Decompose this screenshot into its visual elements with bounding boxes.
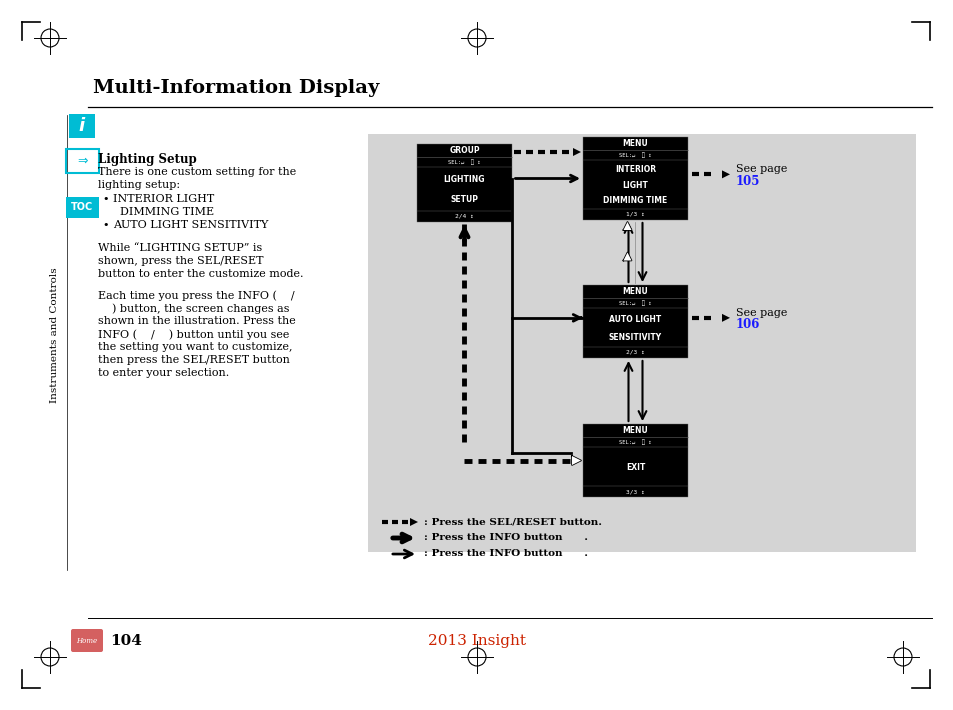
Text: 106: 106 xyxy=(735,318,760,332)
Text: button to enter the customize mode.: button to enter the customize mode. xyxy=(98,269,303,279)
Polygon shape xyxy=(623,222,631,230)
Text: Home: Home xyxy=(76,637,97,645)
Polygon shape xyxy=(721,314,729,322)
Text: i: i xyxy=(79,117,85,135)
Text: 2/3 ↕: 2/3 ↕ xyxy=(625,350,644,355)
Text: shown in the illustration. Press the: shown in the illustration. Press the xyxy=(98,316,295,326)
Text: EXIT: EXIT xyxy=(625,462,644,471)
Text: SEL:↵  ⓘ ↕: SEL:↵ ⓘ ↕ xyxy=(618,439,651,444)
Text: MENU: MENU xyxy=(622,287,648,296)
Text: 2/4 ↕: 2/4 ↕ xyxy=(455,214,474,219)
FancyBboxPatch shape xyxy=(66,197,99,218)
Text: lighting setup:: lighting setup: xyxy=(98,180,180,190)
Text: SENSITIVITY: SENSITIVITY xyxy=(608,332,661,342)
Text: then press the SEL/RESET button: then press the SEL/RESET button xyxy=(98,355,290,365)
Text: AUTO LIGHT SENSITIVITY: AUTO LIGHT SENSITIVITY xyxy=(112,220,268,230)
Text: : Press the SEL/RESET button.: : Press the SEL/RESET button. xyxy=(423,518,601,527)
Text: the setting you want to customize,: the setting you want to customize, xyxy=(98,342,293,352)
Text: •: • xyxy=(102,220,109,230)
Text: Lighting Setup: Lighting Setup xyxy=(98,153,196,166)
Text: GROUP: GROUP xyxy=(449,146,479,155)
Text: INFO (    /    ) button until you see: INFO ( / ) button until you see xyxy=(98,329,289,339)
Polygon shape xyxy=(573,148,580,156)
Text: LIGHT: LIGHT xyxy=(622,180,648,190)
Text: See page: See page xyxy=(735,308,786,318)
Text: AUTO LIGHT: AUTO LIGHT xyxy=(609,315,661,324)
Text: SETUP: SETUP xyxy=(450,195,478,204)
Text: ) button, the screen changes as: ) button, the screen changes as xyxy=(98,303,289,314)
FancyBboxPatch shape xyxy=(69,114,95,138)
FancyBboxPatch shape xyxy=(582,285,687,358)
Text: : Press the INFO button      .: : Press the INFO button . xyxy=(423,533,587,542)
Text: INTERIOR: INTERIOR xyxy=(615,165,656,174)
FancyBboxPatch shape xyxy=(582,424,687,497)
Text: See page: See page xyxy=(735,164,786,175)
Text: While “LIGHTING SETUP” is: While “LIGHTING SETUP” is xyxy=(98,243,262,253)
Text: TOC: TOC xyxy=(71,202,93,212)
Text: There is one custom setting for the: There is one custom setting for the xyxy=(98,167,296,177)
Text: INTERIOR LIGHT: INTERIOR LIGHT xyxy=(112,194,214,204)
Text: shown, press the SEL/RESET: shown, press the SEL/RESET xyxy=(98,256,263,266)
Text: Each time you press the INFO (    /: Each time you press the INFO ( / xyxy=(98,290,294,300)
Text: ⇒: ⇒ xyxy=(77,155,88,168)
FancyBboxPatch shape xyxy=(71,629,103,652)
Polygon shape xyxy=(623,253,631,261)
Text: SEL:↵  ⓘ ↕: SEL:↵ ⓘ ↕ xyxy=(448,159,480,165)
Text: 105: 105 xyxy=(735,175,760,188)
FancyBboxPatch shape xyxy=(582,137,687,220)
Text: SEL:↵  ⓘ ↕: SEL:↵ ⓘ ↕ xyxy=(618,152,651,158)
Text: •: • xyxy=(102,194,109,204)
Polygon shape xyxy=(410,518,417,526)
Text: 1/3 ↕: 1/3 ↕ xyxy=(625,212,644,217)
Text: SEL:↵  ⓘ ↕: SEL:↵ ⓘ ↕ xyxy=(618,300,651,306)
Polygon shape xyxy=(572,456,580,465)
Text: 2013 Insight: 2013 Insight xyxy=(428,634,525,648)
FancyBboxPatch shape xyxy=(368,134,915,552)
Text: Instruments and Controls: Instruments and Controls xyxy=(51,267,59,403)
Text: : Press the INFO button      .: : Press the INFO button . xyxy=(423,550,587,559)
Text: 104: 104 xyxy=(110,634,142,648)
Text: DIMMING TIME: DIMMING TIME xyxy=(120,207,213,217)
Text: Multi-Information Display: Multi-Information Display xyxy=(92,79,379,97)
Text: MENU: MENU xyxy=(622,426,648,435)
Text: to enter your selection.: to enter your selection. xyxy=(98,368,229,378)
Text: 3/3 ↕: 3/3 ↕ xyxy=(625,489,644,494)
Text: MENU: MENU xyxy=(622,139,648,148)
Polygon shape xyxy=(721,170,729,178)
Text: LIGHTING: LIGHTING xyxy=(443,175,485,184)
FancyBboxPatch shape xyxy=(416,144,512,222)
Text: DIMMING TIME: DIMMING TIME xyxy=(602,196,667,204)
